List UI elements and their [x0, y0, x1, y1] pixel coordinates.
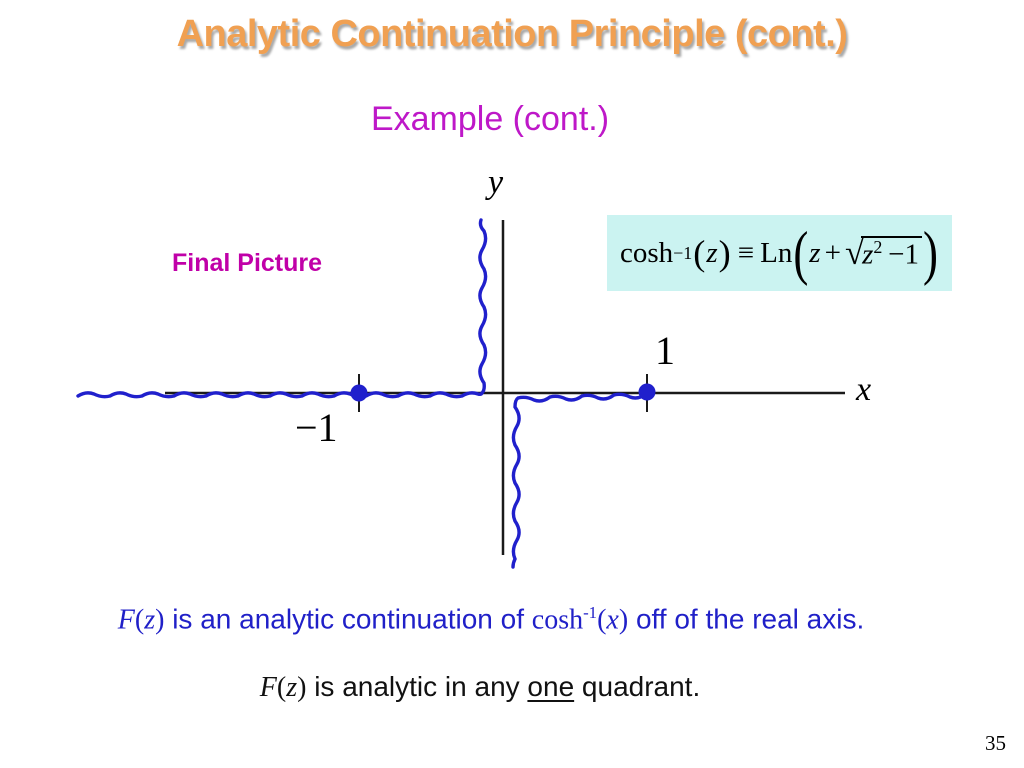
formula-equiv-sign: ≡	[737, 236, 755, 269]
formula-log: Ln	[760, 236, 793, 269]
caption1-z: z	[144, 604, 156, 636]
formula-var: z	[809, 236, 821, 269]
formula-big-lparen: (	[793, 219, 809, 287]
caption1-rparen2: )	[618, 604, 629, 636]
caption1-text: is an analytic continuation of	[164, 603, 532, 635]
slide-subtitle: Example (cont.)	[370, 100, 610, 138]
formula-arg: z	[706, 236, 718, 269]
formula-func-exponent: −1	[673, 242, 693, 263]
x-axis-label: x	[856, 371, 872, 408]
formula-rparen: )	[718, 233, 731, 273]
formula-func: cosh	[620, 236, 674, 269]
branch-cut-left-curve	[76, 218, 488, 399]
y-axis-label: y	[488, 164, 504, 201]
caption2-text: is analytic in any	[306, 671, 528, 702]
branch-point-dot-neg1	[350, 384, 368, 402]
radicand-exponent: 2	[873, 236, 883, 257]
caption1-lparen2: (	[597, 604, 607, 636]
tick-label-pos1: 1	[655, 328, 675, 373]
caption2-F: F	[259, 672, 277, 703]
caption1-lparen: (	[134, 604, 145, 636]
radicand: z2 −1	[861, 235, 923, 271]
formula-lparen: (	[693, 233, 706, 273]
final-picture-label: Final Picture	[172, 249, 323, 277]
caption2-tail-text: quadrant.	[574, 671, 701, 702]
analytic-quadrant-caption: F(z) is analytic in any one quadrant.	[0, 671, 992, 704]
caption1-cosh: cosh	[531, 604, 584, 636]
caption2-one-underlined: one	[527, 671, 575, 702]
radicand-minus-one: −1	[882, 238, 920, 271]
caption1-rparen: )	[155, 604, 165, 636]
radicand-var: z	[862, 238, 874, 271]
caption1-exponent: -1	[583, 603, 598, 622]
tick-label-neg1: −1	[295, 405, 338, 450]
caption2-rparen: )	[297, 672, 307, 703]
formula-big-rparen: )	[923, 219, 938, 287]
caption1-tail-text: off of the real axis.	[628, 603, 865, 635]
analytic-continuation-caption: F(z) is an analytic continuation of cosh…	[0, 603, 1003, 636]
branch-cut-right-curve	[511, 392, 648, 569]
radical-sign: √	[844, 233, 865, 272]
caption2-lparen: (	[276, 672, 287, 703]
formula-plus-sign: +	[824, 236, 841, 269]
page-number: 35	[985, 731, 1006, 755]
caption2-z: z	[286, 672, 298, 703]
cosh-inverse-formula: cosh −1(z) ≡ Ln(z + √ z2 −1)	[607, 215, 952, 291]
caption1-x: x	[606, 604, 619, 636]
branch-point-dot-pos1	[638, 383, 656, 401]
slide-title: Analytic Continuation Principle (cont.)	[176, 13, 848, 55]
caption1-F: F	[117, 604, 135, 636]
